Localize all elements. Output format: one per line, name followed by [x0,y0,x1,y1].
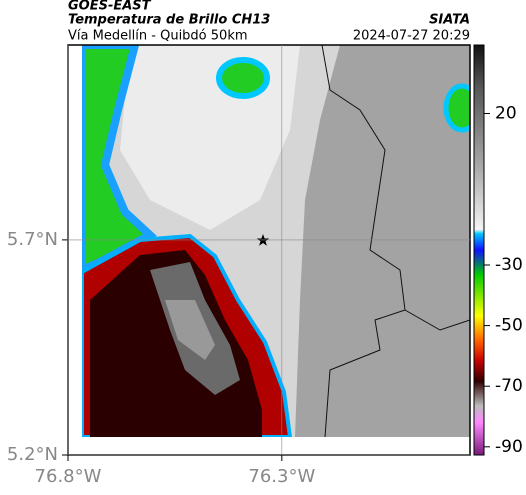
lon-tick-label: 76.8°W [35,466,102,487]
colorbar-label: -50 [495,316,523,336]
agency: SIATA [429,13,470,28]
title: Temperatura de Brillo CH13 [68,13,270,28]
datetime: 2024-07-27 20:29 [353,29,470,44]
subtitle: Vía Medellín - Quibdó 50km [68,29,248,44]
source: GOES-EAST [68,0,152,14]
colorbar-label: -70 [495,376,523,396]
lon-tick-label: 76.3°W [248,466,315,487]
colorbar-label: -90 [495,437,523,457]
colorbar-label: 20 [495,103,517,123]
colorbar-label: -30 [495,255,523,275]
colorbar [473,44,485,456]
satellite-image [82,45,470,437]
lat-tick-label: 5.2°N [7,444,58,465]
lat-tick-label: 5.7°N [7,229,58,250]
